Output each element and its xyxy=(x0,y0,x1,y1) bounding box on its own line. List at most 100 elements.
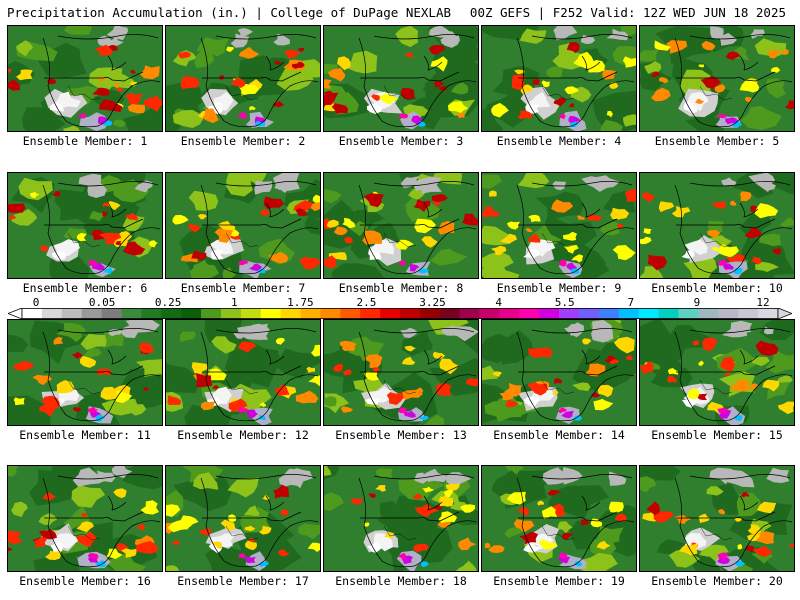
precipitation-colorbar: 0 0.05 0.25 1 1.75 2.5 3.25 4 5.5 7 9 12 xyxy=(8,297,792,319)
map-graphic xyxy=(482,320,636,425)
colorbar-segment xyxy=(161,308,182,319)
map-graphic xyxy=(640,320,794,425)
ensemble-member-label: Ensemble Member: 18 xyxy=(335,574,467,588)
map-graphic xyxy=(8,466,162,571)
colorbar-segment xyxy=(22,308,43,319)
ensemble-member-panel: Ensemble Member: 5 xyxy=(639,25,795,148)
colorbar-segment xyxy=(220,308,242,319)
colorbar-tick-label: 4 xyxy=(495,296,502,309)
ensemble-member-label: Ensemble Member: 16 xyxy=(19,574,151,588)
ensemble-member-panel: Ensemble Member: 14 xyxy=(481,319,637,442)
colorbar-segment xyxy=(579,308,600,319)
ensemble-member-panel: Ensemble Member: 12 xyxy=(165,319,321,442)
colorbar-tick-label: 0 xyxy=(32,296,40,309)
colorbar-tick-label: 0.05 xyxy=(88,296,116,309)
colorbar-segment xyxy=(320,308,341,319)
precipitation-map xyxy=(165,25,321,132)
colorbar-segment xyxy=(61,308,82,319)
colorbar-segment xyxy=(181,308,202,319)
colorbar-tick-label: 2.5 xyxy=(356,296,377,309)
precipitation-map xyxy=(481,25,637,132)
ensemble-member-panel: Ensemble Member: 6 xyxy=(7,172,163,295)
colorbar-segment xyxy=(559,308,580,319)
ensemble-member-label: Ensemble Member: 8 xyxy=(338,281,464,295)
precipitation-map xyxy=(165,465,321,572)
ensemble-member-label: Ensemble Member: 11 xyxy=(19,428,151,442)
precipitation-map xyxy=(323,465,479,572)
colorbar-scale xyxy=(8,308,792,319)
map-graphic xyxy=(640,466,794,571)
colorbar-segment xyxy=(300,308,321,319)
colorbar-segment xyxy=(141,308,162,319)
map-graphic xyxy=(640,26,794,131)
colorbar-segment xyxy=(598,308,620,319)
map-graphic xyxy=(166,320,320,425)
ensemble-member-label: Ensemble Member: 15 xyxy=(651,428,783,442)
map-graphic xyxy=(8,26,162,131)
ensemble-member-label: Ensemble Member: 6 xyxy=(22,281,148,295)
colorbar-segment xyxy=(618,308,640,319)
colorbar-segment xyxy=(638,308,659,319)
ensemble-member-panel: Ensemble Member: 16 xyxy=(7,465,163,588)
colorbar-tick-label: 7 xyxy=(627,296,635,309)
colorbar-tick-label: 5.5 xyxy=(554,296,575,309)
ensemble-member-label: Ensemble Member: 7 xyxy=(180,281,306,295)
ensemble-member-panel: Ensemble Member: 8 xyxy=(323,172,479,295)
colorbar-segment xyxy=(698,308,719,319)
ensemble-member-label: Ensemble Member: 12 xyxy=(177,428,309,442)
ensemble-member-panel: Ensemble Member: 9 xyxy=(481,172,637,295)
ensemble-member-panel: Ensemble Member: 19 xyxy=(481,465,637,588)
precipitation-map xyxy=(7,465,163,572)
map-graphic xyxy=(8,320,162,425)
colorbar-max-arrow xyxy=(777,308,792,319)
colorbar-segment xyxy=(340,308,361,319)
ensemble-member-label: Ensemble Member: 17 xyxy=(177,574,309,588)
map-graphic xyxy=(324,320,478,425)
precipitation-map xyxy=(323,172,479,279)
ensemble-member-label: Ensemble Member: 13 xyxy=(335,428,467,442)
ensemble-member-label: Ensemble Member: 3 xyxy=(338,134,464,148)
precipitation-map xyxy=(639,25,795,132)
ensemble-member-label: Ensemble Member: 14 xyxy=(493,428,625,442)
colorbar-tick-label: 12 xyxy=(756,296,770,309)
colorbar-segment xyxy=(101,308,122,319)
precipitation-map xyxy=(639,172,795,279)
precipitation-map xyxy=(7,172,163,279)
colorbar-segment xyxy=(658,308,679,319)
colorbar-segment xyxy=(718,308,739,319)
map-graphic xyxy=(166,466,320,571)
ensemble-member-label: Ensemble Member: 19 xyxy=(493,574,625,588)
colorbar-segment xyxy=(499,308,520,319)
ensemble-member-label: Ensemble Member: 4 xyxy=(496,134,622,148)
colorbar-segment xyxy=(738,308,759,319)
ensemble-member-panel: Ensemble Member: 4 xyxy=(481,25,637,148)
colorbar-segment xyxy=(400,308,421,319)
colorbar-segment xyxy=(360,308,381,319)
ensemble-member-panel: Ensemble Member: 18 xyxy=(323,465,479,588)
colorbar-segment xyxy=(459,308,480,319)
colorbar-segment xyxy=(479,308,500,319)
colorbar-tick-label: 1.75 xyxy=(287,296,314,309)
map-graphic xyxy=(324,466,478,571)
map-graphic xyxy=(166,26,320,131)
colorbar-segment xyxy=(41,308,63,319)
colorbar-segment xyxy=(81,308,102,319)
ensemble-member-label: Ensemble Member: 10 xyxy=(651,281,783,295)
ensemble-member-label: Ensemble Member: 2 xyxy=(180,134,306,148)
precipitation-map xyxy=(323,25,479,132)
precipitation-map xyxy=(481,172,637,279)
map-graphic xyxy=(324,173,478,278)
colorbar-segment xyxy=(260,308,281,319)
ensemble-member-panel: Ensemble Member: 7 xyxy=(165,172,321,295)
precipitation-map xyxy=(323,319,479,426)
map-graphic xyxy=(482,173,636,278)
ensemble-member-panel: Ensemble Member: 11 xyxy=(7,319,163,442)
precipitation-map xyxy=(165,319,321,426)
colorbar-segment xyxy=(419,308,441,319)
map-graphic xyxy=(8,173,162,278)
map-graphic xyxy=(482,26,636,131)
colorbar-segment xyxy=(280,308,301,319)
colorbar-segment xyxy=(380,308,401,319)
map-graphic xyxy=(482,466,636,571)
ensemble-member-panel: Ensemble Member: 15 xyxy=(639,319,795,442)
